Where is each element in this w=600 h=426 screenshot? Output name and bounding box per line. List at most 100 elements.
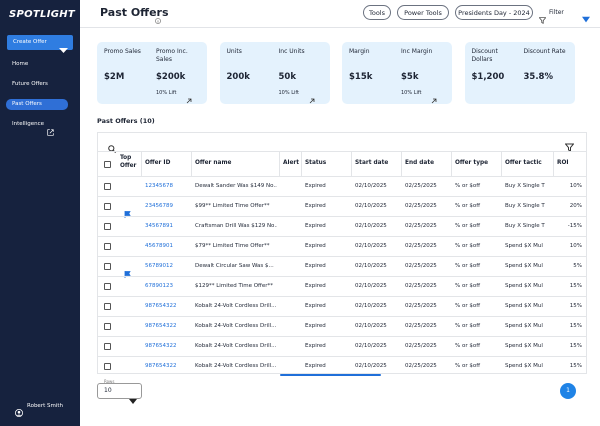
- table-cell: 02/10/2025: [355, 343, 387, 349]
- column-divider: [451, 152, 452, 176]
- offer-id-link[interactable]: 67890123: [145, 283, 173, 289]
- checkbox[interactable]: [104, 303, 111, 310]
- table-cell: % or $off: [455, 243, 481, 249]
- table-cell: 02/10/2025: [355, 183, 387, 189]
- kpi-label: Units: [226, 48, 242, 55]
- table-cell: Spend $X Mul: [505, 343, 543, 349]
- table-cell: 15%: [569, 303, 582, 309]
- header-caret: [580, 9, 592, 23]
- search-icon[interactable]: [108, 138, 116, 153]
- row-line: [98, 296, 586, 297]
- nav-item[interactable]: Past Offers: [12, 101, 42, 107]
- nav-item[interactable]: Intelligence: [12, 121, 45, 127]
- table-cell: 02/10/2025: [355, 323, 387, 329]
- kpi-note: 10% Lift: [156, 90, 177, 96]
- page-button[interactable]: 1: [560, 383, 576, 399]
- offer-id-link[interactable]: 45678901: [145, 243, 173, 249]
- user-icon: [15, 402, 23, 417]
- table-cell: Spend $X Mul: [505, 363, 543, 369]
- row-line: [98, 196, 586, 197]
- checkbox[interactable]: [104, 343, 111, 350]
- rows-value: 10: [104, 387, 112, 394]
- kpi-label: Inc Margin: [401, 48, 433, 55]
- table-cell: -15%: [567, 223, 582, 229]
- table-filter-icon[interactable]: [564, 137, 575, 152]
- column-header: Start date: [355, 160, 389, 166]
- checkbox[interactable]: [104, 323, 111, 330]
- header-button[interactable]: Tools: [363, 5, 391, 20]
- column-header: Top Offer: [120, 155, 137, 169]
- filter-label[interactable]: Filter: [549, 9, 564, 16]
- kpi-label: Inc Units: [278, 48, 305, 55]
- column-divider: [191, 152, 192, 176]
- kpi-label: Discount Dollars: [471, 48, 498, 63]
- arrow-svg: [309, 98, 314, 104]
- table-cell: Expired: [305, 263, 326, 269]
- rows-select[interactable]: 10: [97, 383, 142, 404]
- row-line: [98, 356, 586, 357]
- table-cell: 02/25/2025: [405, 283, 437, 289]
- offer-id-link[interactable]: 987654322: [145, 363, 177, 369]
- table-cell: 02/25/2025: [405, 363, 437, 369]
- kpi-value: $5k: [401, 72, 419, 82]
- offer-id-link[interactable]: 34567891: [145, 223, 173, 229]
- external-link-icon-svg: [47, 129, 54, 136]
- arrow-svg: [186, 98, 192, 104]
- row-line: [98, 216, 586, 217]
- filter-icon: [538, 9, 547, 24]
- table-cell: Expired: [305, 303, 326, 309]
- checkbox[interactable]: [104, 161, 111, 168]
- checkbox[interactable]: [104, 363, 111, 370]
- row-line: [98, 336, 586, 337]
- column-header: End date: [405, 160, 435, 166]
- select-caret: [129, 389, 137, 404]
- checkbox[interactable]: [104, 203, 111, 210]
- table-cell: 10%: [569, 183, 582, 189]
- table-cell: Spend $X Mul: [505, 243, 543, 249]
- row-line: [98, 316, 586, 317]
- checkbox[interactable]: [104, 183, 111, 190]
- arrow-svg: [431, 98, 437, 104]
- kpi-value: 200k: [226, 72, 250, 82]
- header-button[interactable]: Presidents Day - 2024: [455, 5, 533, 20]
- table-cell: Kobalt 24-Volt Cordless Drill...: [195, 363, 277, 369]
- checkbox[interactable]: [104, 223, 111, 230]
- table-cell: % or $off: [455, 223, 481, 229]
- lift-arrow: [431, 89, 437, 104]
- table-cell: Dewalt Circular Saw Was $...: [195, 263, 274, 269]
- checkbox[interactable]: [104, 243, 111, 250]
- lift-arrow: [186, 89, 192, 104]
- offer-id-link[interactable]: 23456789: [145, 203, 173, 209]
- column-divider: [501, 152, 502, 176]
- table-cell: Expired: [305, 323, 326, 329]
- nav-item[interactable]: Future Offers: [12, 81, 48, 87]
- offer-id-link[interactable]: 56789012: [145, 263, 173, 269]
- checkbox[interactable]: [104, 263, 111, 270]
- table-cell: 02/25/2025: [405, 263, 437, 269]
- nav-item[interactable]: Home: [12, 61, 29, 67]
- header-row-line: [98, 151, 586, 152]
- offer-id-link[interactable]: 987654322: [145, 303, 177, 309]
- table-cell: Kobalt 24-Volt Cordless Drill...: [195, 343, 277, 349]
- table: Top Offer Offer ID Offer name Alert Status St…: [97, 132, 587, 374]
- table-cell: Expired: [305, 343, 326, 349]
- kpi-card: Promo Sales $2M Promo Inc. Sales $200k 10% L…: [97, 42, 207, 104]
- table-cell: 02/25/2025: [405, 223, 437, 229]
- row-line: [98, 256, 586, 257]
- create-offer-button[interactable]: Create Offer: [7, 35, 73, 53]
- table-cell: 15%: [569, 363, 582, 369]
- table-cell: $79** Limited Time Offer**: [195, 243, 270, 249]
- offer-id-link[interactable]: 987654322: [145, 323, 177, 329]
- nav-active-bg: [6, 99, 68, 110]
- column-header: Offer ID: [145, 160, 171, 166]
- table-cell: 02/25/2025: [405, 343, 437, 349]
- header-button[interactable]: Power Tools: [397, 5, 449, 20]
- table-cell: Dewalt Sander Was $149 No...: [195, 183, 277, 189]
- offer-id-link[interactable]: 987654322: [145, 343, 177, 349]
- kpi-label: Promo Sales: [104, 48, 141, 55]
- table-cell: % or $off: [455, 343, 481, 349]
- checkbox[interactable]: [104, 283, 111, 290]
- offer-id-link[interactable]: 12345678: [145, 183, 173, 189]
- kpi-value: $15k: [349, 72, 373, 82]
- kpi-card: Margin $15k Inc Margin $5k 10% Lift: [342, 42, 452, 104]
